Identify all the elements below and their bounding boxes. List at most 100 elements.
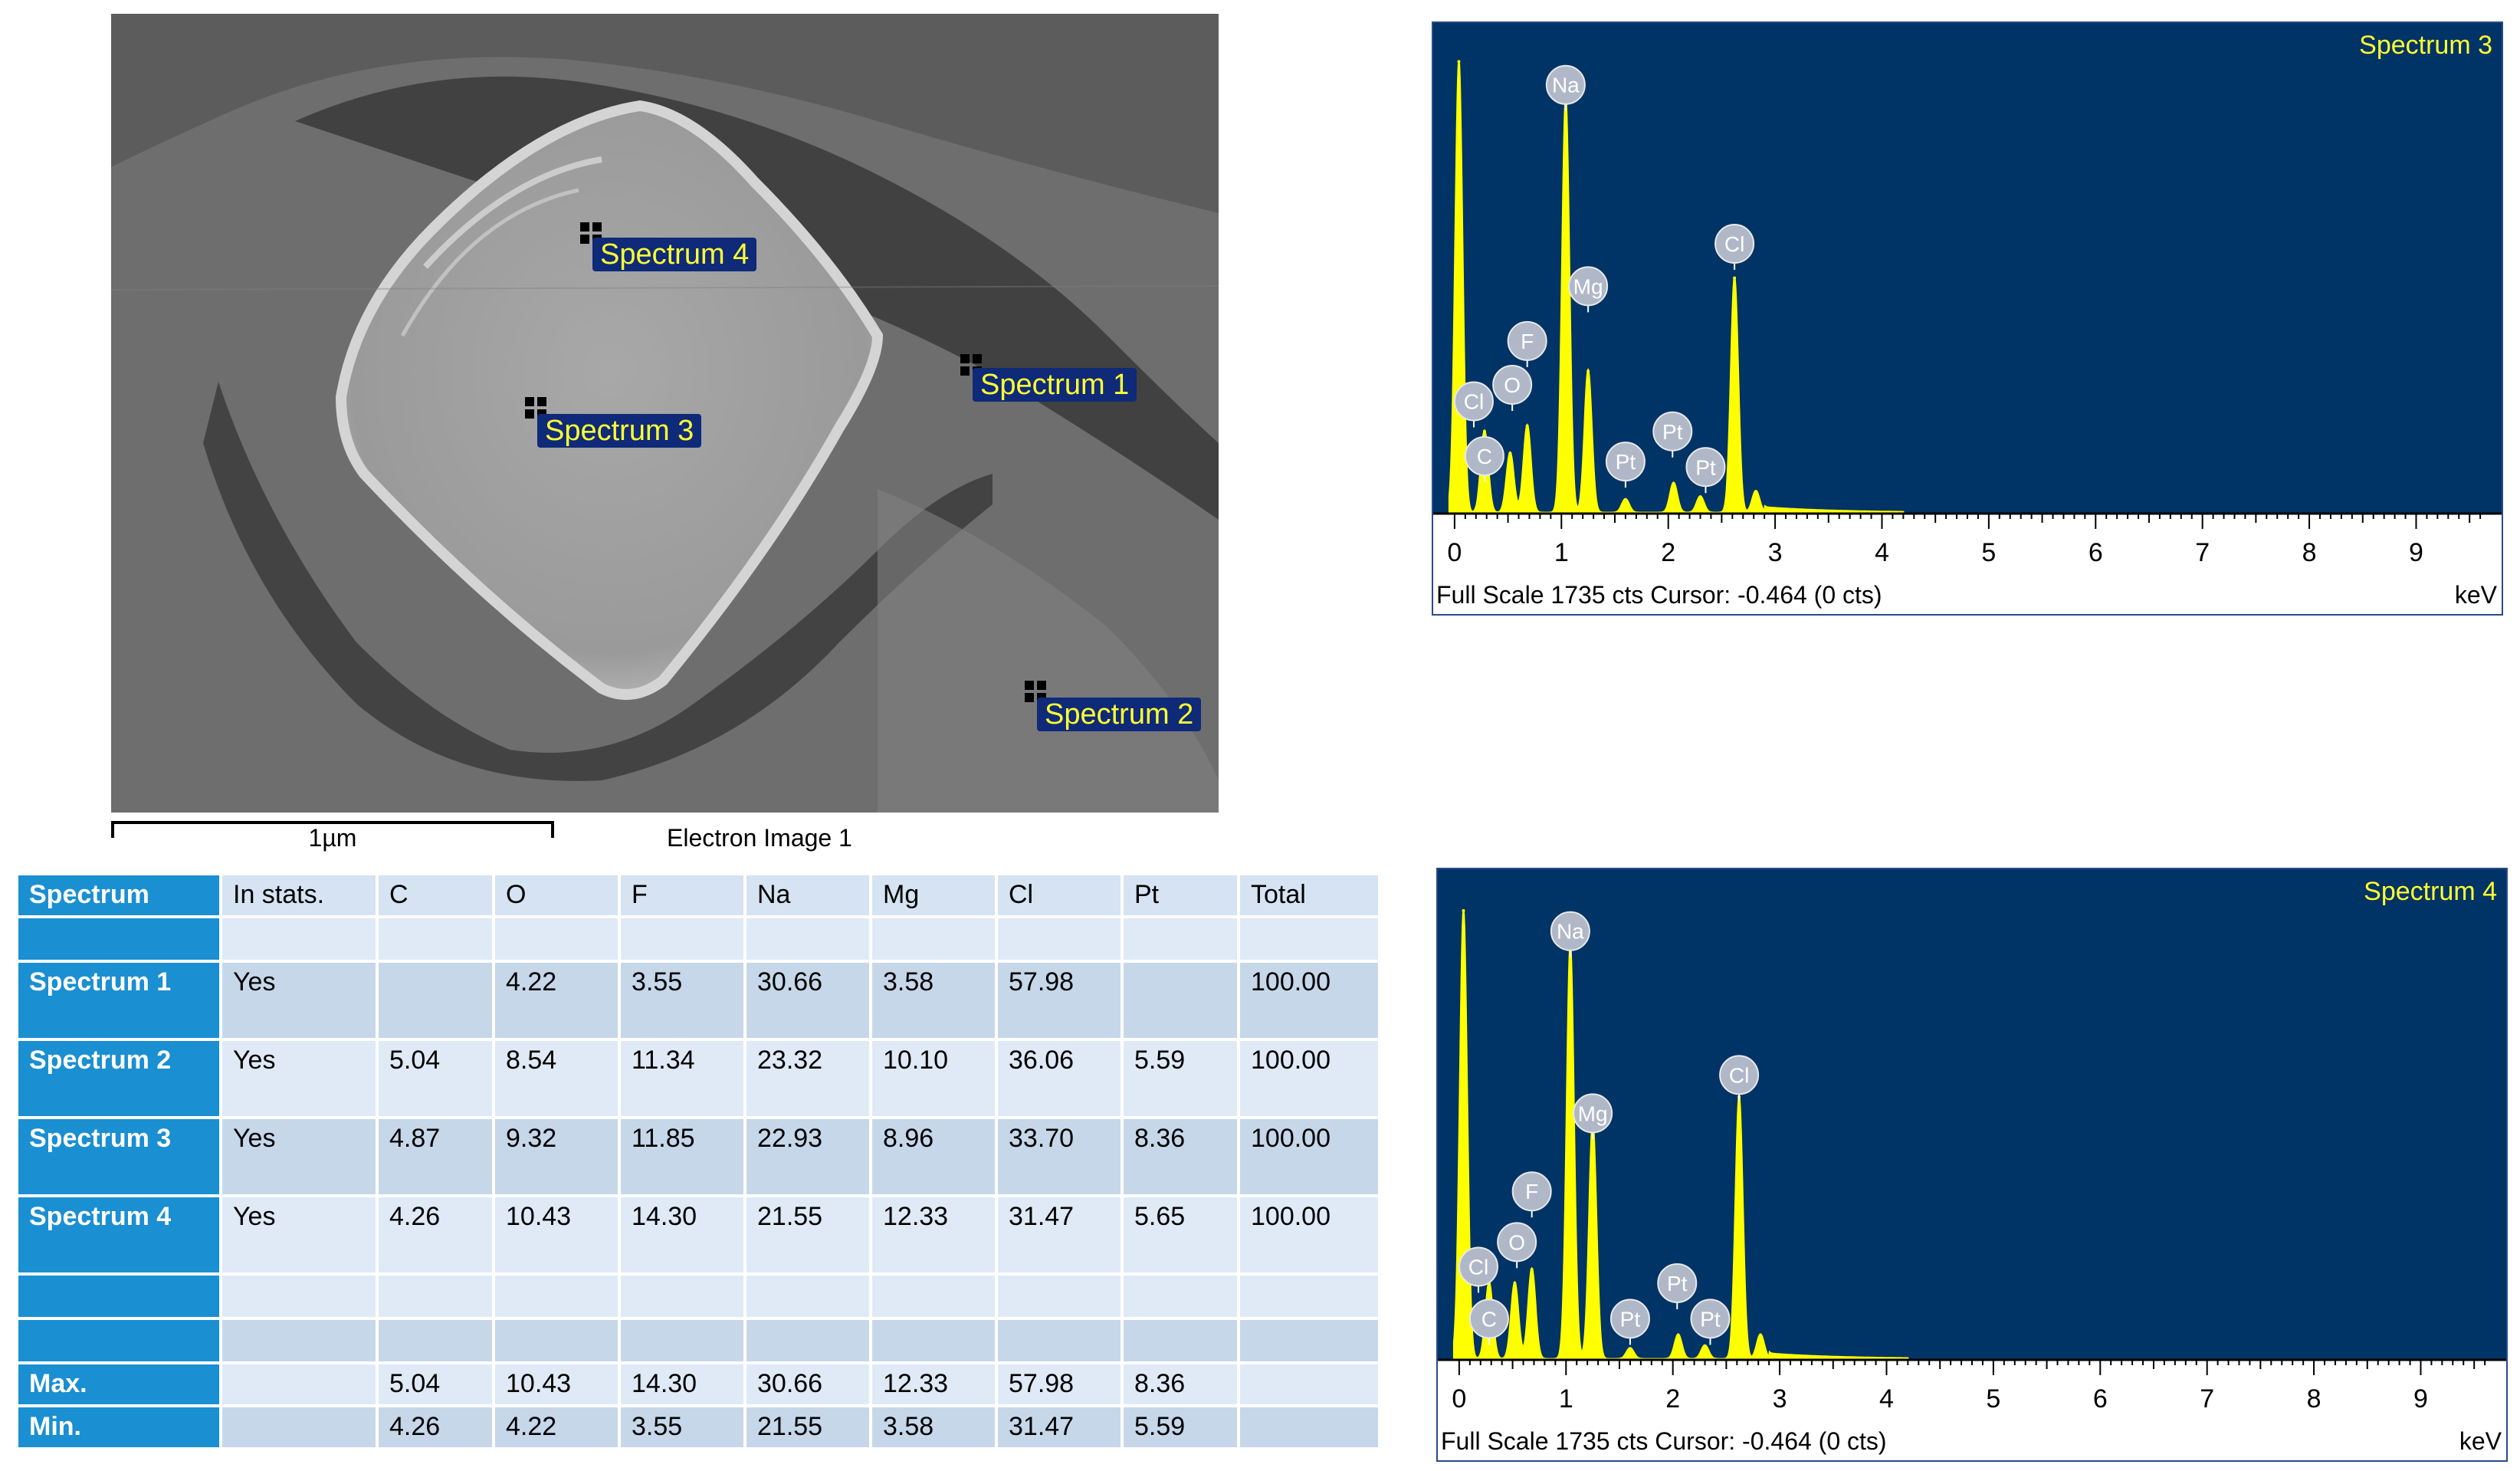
spectrum-peak xyxy=(1672,481,1675,485)
table-cell xyxy=(222,1407,376,1447)
spectrum-3-chart: Spectrum 3 Na Cl Mg F O Cl C Pt Pt Pt 0 1 2 3 4 5 6 7 8 9 keV… xyxy=(1432,21,2503,616)
element-label: Pt xyxy=(1690,1299,1731,1345)
table-cell: 3.58 xyxy=(872,1407,995,1447)
spectrum-peak xyxy=(1508,451,1512,455)
spectrum-title: Spectrum 3 xyxy=(2359,31,2492,60)
x-tick-label: 9 xyxy=(2413,1384,2428,1414)
table-cell xyxy=(379,1276,492,1317)
svg-text:C: C xyxy=(1477,445,1492,468)
table-cell: 100.00 xyxy=(1240,963,1378,1038)
spectrum-1-label[interactable]: Spectrum 1 xyxy=(973,368,1137,402)
spectrum-4-marker[interactable] xyxy=(580,222,603,245)
table-cell xyxy=(495,918,618,960)
table-cell xyxy=(495,1276,618,1317)
svg-text:Cl: Cl xyxy=(1724,232,1744,256)
spectrum-peak xyxy=(1733,276,1737,280)
x-tick-label: 1 xyxy=(1554,538,1569,567)
element-label: Cl xyxy=(1719,1055,1760,1102)
table-row xyxy=(18,918,1378,960)
spectrum-peak xyxy=(1623,498,1627,502)
x-tick-label: 7 xyxy=(2195,538,2210,567)
table-cell: Yes xyxy=(222,1119,376,1194)
table-cell: 33.70 xyxy=(998,1119,1121,1194)
table-cell xyxy=(495,1320,618,1361)
table-cell: Mg xyxy=(872,875,995,915)
table-cell: Spectrum 4 xyxy=(18,1197,219,1272)
table-cell: 8.96 xyxy=(872,1119,995,1194)
table-cell: 23.32 xyxy=(746,1041,869,1116)
x-tick-label: 4 xyxy=(1879,1384,1894,1414)
table-cell: Cl xyxy=(998,875,1121,915)
svg-text:C: C xyxy=(1481,1307,1497,1331)
spectrum-4-label[interactable]: Spectrum 4 xyxy=(592,238,757,271)
table-cell xyxy=(379,918,492,960)
svg-text:O: O xyxy=(1508,1230,1525,1254)
table-header-row: Spectrum In stats. C O F Na Mg Cl Pt Total xyxy=(18,875,1378,915)
element-label: F xyxy=(1507,320,1547,367)
table-cell: 4.26 xyxy=(379,1197,492,1272)
table-cell: In stats. xyxy=(222,875,376,915)
table-cell xyxy=(872,1276,995,1317)
table-row: Spectrum 1 Yes 4.22 3.55 30.66 3.58 57.98 100.0… xyxy=(18,963,1378,1038)
x-tick-label: 5 xyxy=(1981,538,1996,567)
spectrum-series xyxy=(1448,60,1905,514)
table-cell: 10.43 xyxy=(495,1364,618,1404)
table-cell xyxy=(746,918,869,960)
spectrum-svg: Spectrum 3 Na Cl Mg FO Cl C Pt Pt Pt 0 1 2 3 4 5 6 7 8 9 keV… xyxy=(1433,23,2502,609)
table-row: Spectrum 3 Yes 4.87 9.32 11.85 22.93 8.96 33.70… xyxy=(18,1119,1378,1194)
table-cell xyxy=(222,918,376,960)
spectrum-peak xyxy=(1530,1268,1534,1272)
table-cell: 5.59 xyxy=(1124,1041,1237,1116)
svg-text:Cl: Cl xyxy=(1468,1256,1488,1279)
scale-bar xyxy=(111,821,554,838)
x-tick-label: 0 xyxy=(1447,538,1462,567)
table-cell xyxy=(222,1320,376,1361)
svg-text:F: F xyxy=(1525,1180,1538,1203)
x-axis-label: keV xyxy=(2459,1427,2502,1455)
table-cell: 22.93 xyxy=(746,1119,869,1194)
spectrum-2-label[interactable]: Spectrum 2 xyxy=(1037,698,1202,731)
table-cell: 4.22 xyxy=(495,963,618,1038)
element-label: Pt xyxy=(1652,411,1693,458)
table-cell xyxy=(872,1320,995,1361)
table-cell: Spectrum 3 xyxy=(18,1119,219,1194)
table-cell: 4.87 xyxy=(379,1119,492,1194)
table-cell xyxy=(222,1276,376,1317)
x-tick-label: 0 xyxy=(1452,1384,1466,1414)
table-cell xyxy=(18,918,219,960)
table-cell xyxy=(998,1276,1121,1317)
svg-text:Na: Na xyxy=(1557,920,1584,944)
table-cell xyxy=(1124,1320,1237,1361)
table-cell: 4.22 xyxy=(495,1407,618,1447)
table-cell: 9.32 xyxy=(495,1119,618,1194)
table-row: Spectrum 2 Yes 5.04 8.54 11.34 23.32 10.10 36.0… xyxy=(18,1041,1378,1116)
x-tick-label: 1 xyxy=(1559,1384,1573,1414)
table-cell xyxy=(621,1320,743,1361)
table-cell: 8.36 xyxy=(1124,1119,1237,1194)
x-tick-label: 3 xyxy=(1768,538,1783,567)
table-cell xyxy=(379,963,492,1038)
x-axis-label: keV xyxy=(2455,581,2498,609)
table-cell: 10.10 xyxy=(872,1041,995,1116)
svg-text:F: F xyxy=(1521,330,1534,353)
spectrum-3-label[interactable]: Spectrum 3 xyxy=(537,414,702,448)
table-cell: 57.98 xyxy=(998,1364,1121,1404)
element-label: Cl xyxy=(1453,381,1494,428)
table-cell: O xyxy=(495,875,618,915)
scale-label: 1µm xyxy=(308,824,357,852)
spectrum-footer: Full Scale 1735 cts Cursor: -0.464 (0 ct… xyxy=(1441,1427,1887,1455)
spectrum-peak xyxy=(1758,1333,1762,1337)
svg-text:Cl: Cl xyxy=(1729,1063,1749,1087)
table-cell xyxy=(1124,918,1237,960)
svg-text:O: O xyxy=(1504,373,1521,397)
table-cell: Yes xyxy=(222,963,376,1038)
svg-text:Pt: Pt xyxy=(1667,1272,1688,1295)
table-cell: 10.43 xyxy=(495,1197,618,1272)
spectrum-background xyxy=(1433,23,2502,514)
x-tick-label: 5 xyxy=(1986,1384,2000,1414)
spectrum-footer: Full Scale 1735 cts Cursor: -0.464 (0 ct… xyxy=(1436,581,1882,609)
table-cell: 100.00 xyxy=(1240,1041,1378,1116)
table-cell: 8.36 xyxy=(1124,1364,1237,1404)
element-label: Na xyxy=(1545,64,1586,111)
table-cell: Max. xyxy=(18,1364,219,1404)
